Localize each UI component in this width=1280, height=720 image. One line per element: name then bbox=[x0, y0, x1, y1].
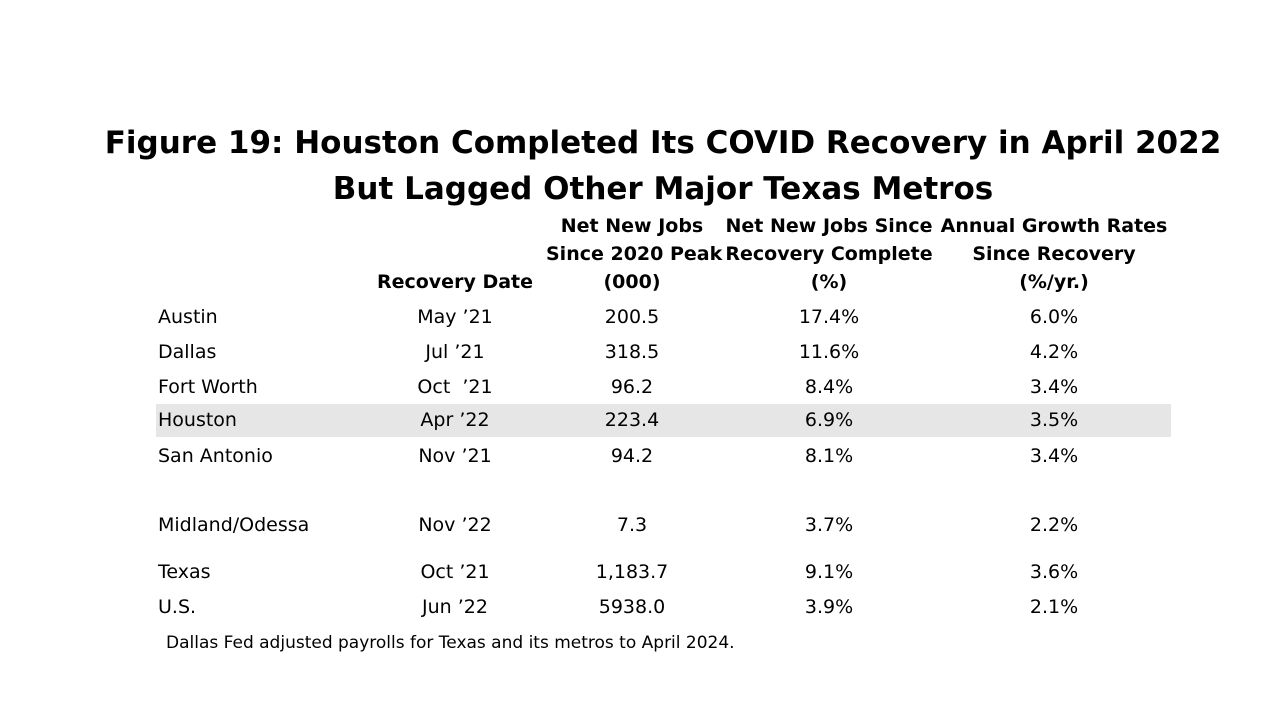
row-annual-growth: 3.5% bbox=[1029, 409, 1079, 431]
row-net-new-jobs: 96.2 bbox=[610, 376, 654, 398]
header-net-new-jobs-line-3: (000) bbox=[603, 271, 661, 293]
row-annual-growth: 6.0% bbox=[1029, 306, 1079, 328]
row-net-new-jobs: 318.5 bbox=[604, 341, 660, 363]
row-net-new-jobs-pct: 3.9% bbox=[804, 596, 854, 618]
row-net-new-jobs: 7.3 bbox=[616, 514, 648, 536]
row-name: Midland/Odessa bbox=[158, 514, 310, 536]
header-annual-growth-line-3: (%/yr.) bbox=[1019, 271, 1089, 293]
row-name: San Antonio bbox=[158, 445, 273, 467]
row-net-new-jobs-pct: 9.1% bbox=[804, 561, 854, 583]
row-net-new-jobs: 94.2 bbox=[610, 445, 654, 467]
row-recovery-date: Oct ’21 bbox=[420, 561, 490, 583]
figure-title-line-2: But Lagged Other Major Texas Metros bbox=[332, 171, 994, 207]
table-row-midland-odessa: Midland/Odessa Nov ’22 7.3 3.7% 2.2% bbox=[0, 508, 1280, 542]
row-name: U.S. bbox=[158, 596, 197, 618]
header-annual-growth-line-2: Since Recovery bbox=[972, 243, 1136, 265]
row-recovery-date: Jun ’22 bbox=[422, 596, 488, 618]
row-name: Houston bbox=[158, 409, 237, 431]
table-row-dallas: Dallas Jul ’21 318.5 11.6% 4.2% bbox=[0, 335, 1280, 369]
row-name: Austin bbox=[158, 306, 218, 328]
table-header: Recovery Date Net New Jobs Since 2020 Pe… bbox=[0, 212, 1280, 302]
table-row-san-antonio: San Antonio Nov ’21 94.2 8.1% 3.4% bbox=[0, 439, 1280, 473]
row-highlight-band bbox=[156, 404, 1171, 437]
row-recovery-date: Apr ’22 bbox=[420, 409, 490, 431]
row-recovery-date: Nov ’21 bbox=[418, 445, 492, 467]
row-net-new-jobs: 5938.0 bbox=[598, 596, 666, 618]
row-net-new-jobs: 223.4 bbox=[604, 409, 660, 431]
header-net-new-jobs-pct-line-2: Recovery Complete bbox=[725, 243, 933, 265]
header-annual-growth-line-1: Annual Growth Rates bbox=[940, 215, 1168, 237]
row-recovery-date: Nov ’22 bbox=[418, 514, 492, 536]
table-row-us: U.S. Jun ’22 5938.0 3.9% 2.1% bbox=[0, 590, 1280, 624]
table-row-austin: Austin May ’21 200.5 17.4% 6.0% bbox=[0, 300, 1280, 334]
row-recovery-date: Jul ’21 bbox=[425, 341, 485, 363]
header-net-new-jobs-line-1: Net New Jobs bbox=[560, 215, 704, 237]
row-net-new-jobs: 1,183.7 bbox=[595, 561, 669, 583]
row-annual-growth: 2.1% bbox=[1029, 596, 1079, 618]
table-row-texas: Texas Oct ’21 1,183.7 9.1% 3.6% bbox=[0, 555, 1280, 589]
row-name: Fort Worth bbox=[158, 376, 258, 398]
header-net-new-jobs-line-2: Since 2020 Peak bbox=[546, 243, 723, 265]
header-net-new-jobs: Net New Jobs Since 2020 Peak (000) bbox=[546, 212, 723, 296]
row-name: Dallas bbox=[158, 341, 217, 363]
figure-title-line-1: Figure 19: Houston Completed Its COVID R… bbox=[104, 125, 1222, 161]
row-net-new-jobs-pct: 8.1% bbox=[804, 445, 854, 467]
header-annual-growth: Annual Growth Rates Since Recovery (%/yr… bbox=[940, 212, 1168, 296]
row-net-new-jobs-pct: 8.4% bbox=[804, 376, 854, 398]
header-net-new-jobs-pct: Net New Jobs Since Recovery Complete (%) bbox=[724, 212, 934, 296]
header-recovery-date: Recovery Date bbox=[370, 268, 540, 296]
header-net-new-jobs-pct-line-3: (%) bbox=[810, 271, 848, 293]
row-annual-growth: 3.4% bbox=[1029, 376, 1079, 398]
row-annual-growth: 3.4% bbox=[1029, 445, 1079, 467]
row-annual-growth: 3.6% bbox=[1029, 561, 1079, 583]
row-annual-growth: 2.2% bbox=[1029, 514, 1079, 536]
row-net-new-jobs-pct: 17.4% bbox=[798, 306, 860, 328]
table-row-fort-worth: Fort Worth Oct ’21 96.2 8.4% 3.4% bbox=[0, 370, 1280, 404]
row-recovery-date: Oct ’21 bbox=[417, 376, 493, 398]
row-net-new-jobs-pct: 11.6% bbox=[798, 341, 860, 363]
header-net-new-jobs-pct-line-1: Net New Jobs Since bbox=[725, 215, 933, 237]
figure-title: Figure 19: Houston Completed Its COVID R… bbox=[60, 120, 1266, 212]
row-net-new-jobs: 200.5 bbox=[604, 306, 660, 328]
row-name: Texas bbox=[158, 561, 211, 583]
row-recovery-date: May ’21 bbox=[417, 306, 493, 328]
header-recovery-date-line-1: Recovery Date bbox=[376, 271, 534, 293]
row-net-new-jobs-pct: 3.7% bbox=[804, 514, 854, 536]
row-net-new-jobs-pct: 6.9% bbox=[804, 409, 854, 431]
table-row-houston: Houston Apr ’22 223.4 6.9% 3.5% bbox=[0, 403, 1280, 437]
source-note: Dallas Fed adjusted payrolls for Texas a… bbox=[166, 633, 735, 653]
row-annual-growth: 4.2% bbox=[1029, 341, 1079, 363]
